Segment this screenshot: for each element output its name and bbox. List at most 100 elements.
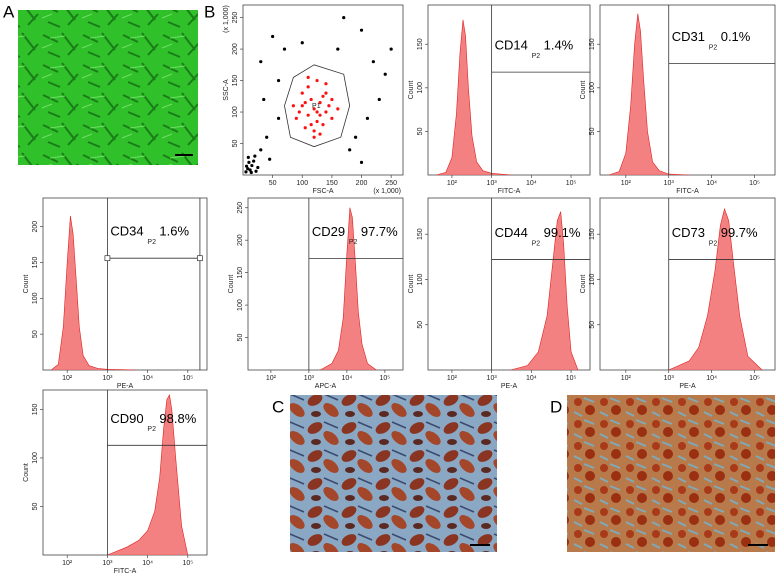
y-tick-label: 100 (32, 292, 39, 304)
x-tick-label: 150 (326, 180, 338, 187)
data-point (282, 47, 287, 51)
data-point (342, 15, 346, 20)
y-tick-label: 100 (589, 274, 596, 286)
y-tick-label: 150 (237, 267, 244, 279)
x-tick-label: 10² (266, 375, 277, 382)
y-tick-label: 100 (589, 82, 596, 94)
data-point (306, 75, 310, 80)
gate-label: CD31 (672, 29, 705, 44)
x-tick-label: 250 (385, 180, 397, 187)
x-tick-label: 10² (447, 180, 458, 187)
data-point (348, 148, 352, 152)
data-point (306, 85, 310, 89)
data-point (244, 164, 249, 168)
y-tick-label: 150 (32, 257, 39, 269)
y-tick-label: 250 (237, 202, 244, 214)
x-tick-label: 10⁴ (706, 180, 717, 187)
gate-name: P1 (312, 103, 321, 110)
x-tick-label: 10² (447, 375, 458, 382)
gate-region: P2 (147, 239, 156, 246)
gate-region: P2 (709, 44, 718, 51)
y-axis-label: Count (23, 275, 30, 294)
data-point (259, 148, 263, 152)
histogram-area (51, 215, 136, 371)
data-point (265, 135, 269, 139)
x-tick-label: 10³ (487, 180, 498, 187)
micrograph-d (567, 395, 775, 552)
histogram-area (668, 207, 763, 371)
plot-frame (427, 197, 591, 371)
y-axis-label: Count (408, 81, 415, 100)
data-point (315, 78, 319, 83)
x-axis-label: APC-A (315, 383, 337, 390)
data-point (303, 100, 307, 105)
gate-percent: 1.4% (544, 38, 574, 53)
data-point (318, 100, 322, 105)
gate-percent: 1.6% (159, 224, 189, 239)
gate-polygon (284, 64, 351, 148)
data-point (336, 47, 340, 51)
data-point (327, 104, 331, 108)
data-point (383, 72, 387, 76)
data-point (253, 154, 257, 158)
data-point (324, 110, 328, 114)
data-point (254, 169, 258, 173)
data-point (336, 107, 340, 111)
x-tick-label: 50 (269, 180, 277, 187)
data-point (318, 113, 322, 117)
gate-label: CD29 (312, 224, 345, 239)
gate-percent: 99.7% (721, 225, 758, 240)
y-axis-label: Count (580, 81, 587, 100)
gate-region: P2 (532, 240, 541, 247)
gate-region: P2 (709, 240, 718, 247)
histogram-area (320, 207, 377, 371)
y-tick-label: 50 (232, 140, 239, 148)
data-point (276, 116, 281, 120)
data-point (249, 170, 253, 175)
data-point (244, 170, 248, 174)
y-tick-label: 200 (232, 43, 239, 55)
data-point (359, 160, 364, 165)
data-point (371, 60, 375, 64)
micrograph-c (290, 395, 497, 552)
panel-label: A (3, 2, 15, 21)
x-axis-label: PE-A (117, 383, 134, 390)
y-tick-label: 150 (32, 403, 39, 415)
x-tick-label: 10⁵ (182, 560, 193, 567)
x-tick-label: 10³ (102, 375, 113, 382)
y-tick-label: 50 (417, 321, 424, 329)
x-tick-label: 10³ (664, 180, 675, 187)
panel-label: C (272, 397, 284, 416)
data-point (247, 160, 251, 165)
x-tick-label: 10² (62, 560, 73, 567)
histogram-area (107, 394, 189, 556)
x-axis-label: PE-A (679, 383, 696, 390)
gate-region: P2 (147, 426, 156, 433)
data-point (359, 28, 364, 32)
y-tick-label: 200 (237, 234, 244, 246)
plot-frame (242, 4, 404, 176)
y-tick-label: 50 (32, 330, 39, 338)
gate-label: CD90 (110, 411, 143, 426)
gate-handle (197, 255, 203, 262)
y-tick-label: 50 (417, 127, 424, 135)
x-tick-label: 10³ (304, 375, 315, 382)
gate-label: CD73 (672, 225, 705, 240)
gate-label: CD44 (495, 225, 528, 240)
data-point (353, 135, 358, 139)
data-point (330, 97, 334, 102)
y-tick-label: 100 (417, 274, 424, 286)
x-tick-label: 10² (62, 375, 73, 382)
data-point (248, 168, 252, 172)
data-point (294, 116, 298, 120)
x-axis-unit: (x 1,000) (373, 188, 401, 195)
y-tick-label: 100 (32, 452, 39, 464)
data-point (312, 129, 316, 133)
y-axis-label: Count (580, 275, 587, 294)
x-axis-label: FITC-A (676, 188, 699, 195)
micrograph-a (18, 10, 198, 165)
data-point (315, 119, 319, 124)
x-tick-label: 10⁵ (749, 180, 760, 187)
gate-percent: 99.1% (544, 225, 581, 240)
